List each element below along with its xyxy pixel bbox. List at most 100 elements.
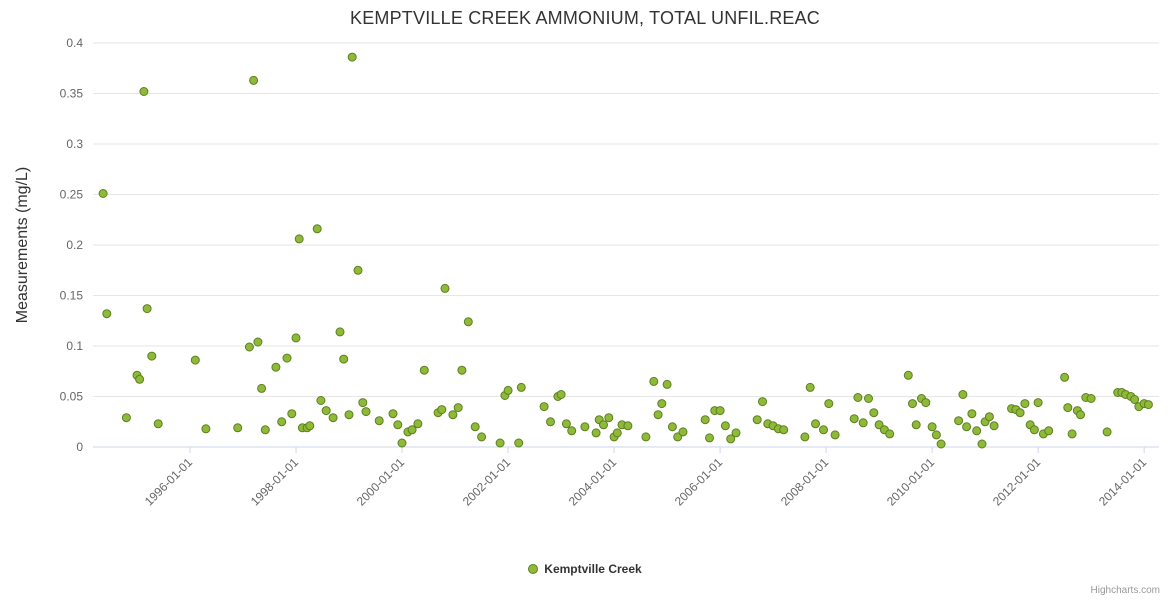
data-point[interactable] (328, 413, 338, 423)
data-point[interactable] (864, 394, 873, 403)
data-point[interactable] (344, 410, 354, 420)
data-point[interactable] (936, 439, 946, 449)
data-point[interactable] (546, 417, 555, 427)
data-point[interactable] (903, 370, 913, 380)
data-point[interactable] (556, 390, 566, 399)
data-point[interactable] (1102, 427, 1112, 437)
data-point[interactable] (257, 383, 267, 393)
data-point[interactable] (353, 265, 363, 275)
data-point[interactable] (758, 397, 767, 407)
data-point[interactable] (927, 422, 937, 432)
data-point[interactable] (190, 355, 200, 365)
data-point[interactable] (824, 399, 834, 409)
data-point[interactable] (567, 426, 577, 436)
data-point[interactable] (591, 428, 601, 438)
data-point[interactable] (457, 365, 467, 375)
data-point[interactable] (800, 432, 810, 442)
data-point[interactable] (653, 410, 663, 420)
data-point[interactable] (495, 438, 505, 448)
data-point[interactable] (374, 416, 384, 426)
data-point[interactable] (1130, 395, 1140, 404)
data-point[interactable] (1063, 403, 1073, 413)
data-point[interactable] (678, 427, 688, 437)
data-point[interactable] (463, 317, 473, 327)
data-point[interactable] (1020, 399, 1030, 409)
data-point[interactable] (819, 425, 828, 435)
data-point[interactable] (977, 439, 987, 449)
data-point[interactable] (858, 418, 868, 428)
data-point[interactable] (135, 374, 145, 384)
data-point[interactable] (853, 393, 863, 402)
data-point[interactable] (312, 224, 322, 234)
data-point[interactable] (731, 428, 741, 438)
data-point[interactable] (287, 409, 297, 419)
data-point[interactable] (291, 333, 301, 343)
data-point[interactable] (657, 399, 667, 409)
data-point[interactable] (1086, 394, 1096, 403)
data-point[interactable] (1015, 408, 1025, 418)
data-point[interactable] (662, 379, 672, 389)
data-point[interactable] (388, 409, 398, 419)
data-point[interactable] (1076, 410, 1085, 420)
data-point[interactable] (726, 434, 736, 444)
data-point[interactable] (470, 422, 480, 432)
data-point[interactable] (321, 406, 331, 416)
data-point[interactable] (244, 342, 254, 352)
data-point[interactable] (249, 75, 259, 85)
data-point[interactable] (604, 413, 614, 423)
data-point[interactable] (516, 382, 526, 392)
data-point[interactable] (139, 87, 149, 96)
data-point[interactable] (253, 337, 263, 347)
data-point[interactable] (962, 422, 972, 432)
data-point[interactable] (908, 399, 917, 409)
data-point[interactable] (612, 428, 622, 438)
data-point[interactable] (448, 410, 458, 420)
data-point[interactable] (397, 438, 407, 448)
data-point[interactable] (147, 351, 157, 361)
data-point[interactable] (989, 421, 999, 431)
data-point[interactable] (271, 362, 281, 372)
data-point[interactable] (849, 414, 859, 424)
data-point[interactable] (514, 438, 524, 448)
data-point[interactable] (954, 416, 964, 426)
data-point[interactable] (1029, 425, 1039, 435)
data-point[interactable] (233, 423, 243, 433)
data-point[interactable] (580, 422, 590, 432)
data-point[interactable] (984, 412, 994, 422)
data-point[interactable] (339, 354, 349, 364)
data-point[interactable] (98, 189, 108, 198)
data-point[interactable] (121, 413, 131, 423)
data-point[interactable] (667, 422, 677, 432)
data-point[interactable] (752, 415, 762, 425)
data-point[interactable] (539, 402, 549, 412)
data-point[interactable] (972, 426, 982, 436)
data-point[interactable] (413, 419, 423, 429)
data-point[interactable] (805, 382, 815, 392)
data-point[interactable] (1143, 400, 1153, 410)
data-point[interactable] (282, 353, 292, 363)
data-point[interactable] (260, 425, 270, 435)
data-point[interactable] (958, 390, 968, 399)
data-point[interactable] (599, 420, 608, 430)
data-point[interactable] (503, 385, 513, 395)
data-point[interactable] (561, 419, 571, 429)
data-point[interactable] (921, 398, 931, 408)
data-point[interactable] (1067, 429, 1077, 439)
data-point[interactable] (705, 433, 714, 443)
legend-item-kemptville-creek[interactable]: Kemptville Creek (0, 562, 1170, 576)
data-point[interactable] (142, 304, 152, 314)
data-point[interactable] (316, 396, 326, 405)
data-point[interactable] (361, 407, 371, 417)
data-point[interactable] (277, 417, 287, 427)
data-point[interactable] (720, 421, 730, 431)
data-point[interactable] (1033, 398, 1043, 408)
data-point[interactable] (335, 327, 345, 337)
data-point[interactable] (649, 376, 659, 386)
data-point[interactable] (715, 406, 725, 416)
data-point[interactable] (102, 309, 112, 319)
data-point[interactable] (358, 398, 368, 408)
data-point[interactable] (869, 408, 879, 418)
data-point[interactable] (201, 424, 211, 434)
data-point[interactable] (305, 421, 315, 431)
data-point[interactable] (294, 234, 304, 244)
